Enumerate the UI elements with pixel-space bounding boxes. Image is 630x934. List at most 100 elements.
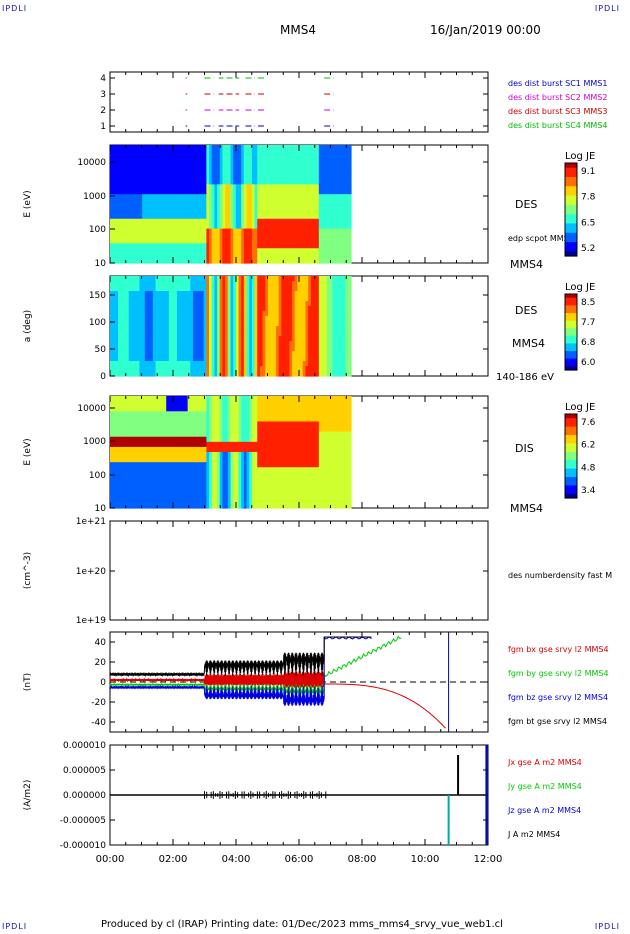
dis-energy-cell [110,467,114,473]
dis-energy-cell [150,411,154,417]
des-pitch-cell [150,321,154,327]
dis-energy-cell [142,457,146,463]
des-energy-cell [348,169,352,176]
des-pitch-cell [318,286,323,292]
dis-energy-cell [126,492,130,499]
des-energy-cell [302,189,307,195]
des-energy-cell [329,213,333,220]
des-energy-cell [265,169,269,176]
des-pitch-cell [326,336,331,342]
des-pitch-cell [254,316,258,322]
des-pitch-cell [123,356,127,362]
des-pitch-cell [262,371,266,377]
des-energy-cell [326,253,331,259]
des-energy-cell [195,243,199,249]
des-energy-cell [249,149,253,156]
des-energy-cell [348,199,352,205]
des-energy-cell [302,228,307,235]
des-energy-cell [171,204,175,210]
des-pitch-cell [259,336,264,342]
dis-energy-cell [134,472,138,479]
des-energy-cell [115,199,119,205]
des-energy-cell [292,228,296,235]
des-pitch-cell [120,301,124,307]
dis-energy-cell [115,411,119,417]
des-energy-cell [144,208,149,215]
des-pitch-cell [246,366,250,372]
des-energy-cell [126,248,130,254]
des-energy-cell [326,164,331,171]
des-energy-cell [209,174,213,181]
des-pitch-cell [321,291,325,297]
des-energy-cell [340,179,344,185]
des-energy-cell [166,174,170,181]
des-pitch-cell [259,356,264,362]
des-energy-cell [131,223,135,230]
dis-energy-cell [147,416,151,423]
des-energy-cell [126,213,130,220]
dis-energy-cell [150,467,154,473]
dis-energy-cell [112,492,116,499]
dis-energy-cell [190,416,194,423]
des-pitch-cell [131,331,135,337]
des-energy-cell [292,164,296,171]
des-energy-cell [136,243,141,249]
des-energy-cell [342,258,347,264]
des-energy-cell [332,243,336,249]
des-pitch-cell [308,311,312,317]
des-pitch-cell [332,361,336,367]
des-pitch-cell [118,286,122,292]
des-energy-cell [276,199,280,205]
des-pitch-cell [257,326,261,332]
dis-energy-cell [158,436,162,443]
des-pitch-cell [187,311,191,317]
des-pitch-cell [276,321,280,327]
des-pitch-cell [284,371,288,377]
dis-energy-cell [184,436,189,443]
des-pitch-cell [171,341,175,347]
des-energy-cell [243,258,248,264]
dis-energy-cell [184,497,189,504]
des-energy-cell [249,243,253,249]
des-energy-cell [235,145,240,151]
dis-energy-cell [136,497,141,504]
des-energy-cell [126,174,130,181]
des-pitch-cell [174,366,178,372]
des-pitch-cell [160,291,165,297]
dis-energy-cell [134,396,138,402]
des-energy-cell [112,243,116,249]
des-pitch-cell [150,326,154,332]
des-pitch-cell [131,356,135,362]
des-energy-cell [160,233,165,240]
des-pitch-cell [337,291,341,297]
des-pitch-cell [300,281,304,287]
des-energy-cell [257,194,261,200]
des-energy-cell [187,233,191,240]
des-pitch-cell [115,326,119,332]
des-energy-cell [136,159,141,166]
dis-energy-cell [179,457,183,463]
des-energy-cell [284,243,288,249]
dis-energy-cell [110,477,114,484]
des-pitch-cell [128,311,133,317]
des-energy-cell [289,174,293,181]
des-energy-cell [115,179,119,185]
des-pitch-cell [190,296,194,302]
des-energy-cell [235,159,240,166]
des-pitch-cell [152,286,157,292]
des-pitch-cell [300,326,304,332]
des-pitch-cell [289,321,293,327]
des-pitch-cell [348,371,352,377]
des-energy-cell [324,159,328,166]
dis-energy-cell [166,446,170,453]
des-energy-cell [179,149,183,156]
des-energy-cell [302,164,307,171]
des-pitch-cell [294,346,299,352]
des-energy-cell [136,213,141,220]
des-energy-cell [230,243,234,249]
des-energy-cell [123,169,127,176]
des-pitch-cell [163,291,167,297]
des-pitch-cell [300,291,304,297]
des-pitch-cell [166,331,170,337]
des-pitch-cell [233,356,237,362]
